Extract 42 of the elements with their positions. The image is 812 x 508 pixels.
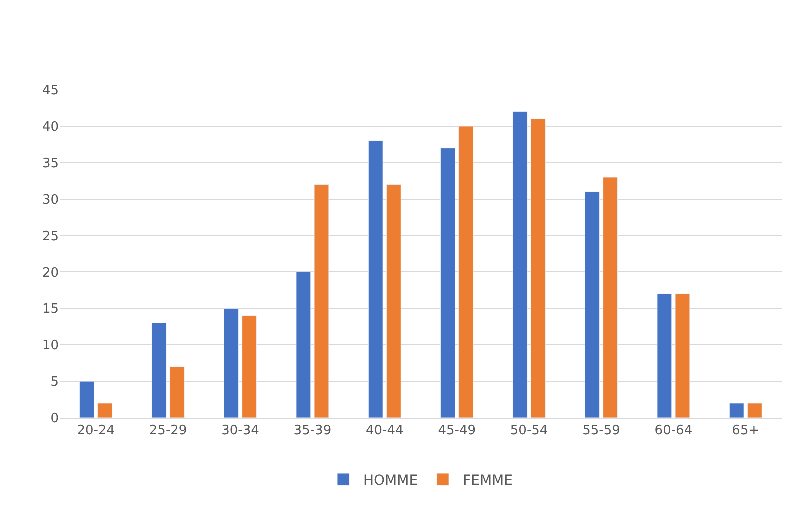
bar [675, 294, 690, 418]
bar [585, 192, 600, 418]
y-tick-label: 30 [42, 192, 59, 208]
bar [603, 177, 618, 418]
bar [386, 184, 402, 418]
legend-label: FEMME [463, 472, 513, 489]
x-tick-label: 50-54 [510, 424, 548, 439]
bar [368, 140, 384, 418]
x-tick-label: 30-34 [222, 424, 260, 439]
x-tick-label: 65+ [732, 424, 760, 439]
bar [729, 403, 744, 418]
bar [747, 403, 762, 418]
legend-label: HOMME [364, 472, 418, 489]
y-tick-label: 15 [42, 302, 59, 318]
y-tick-label: 10 [42, 338, 59, 354]
bar [530, 118, 546, 418]
bar [296, 272, 312, 418]
bar [224, 308, 239, 418]
bar [242, 316, 257, 418]
bar [170, 366, 185, 418]
x-tick-label: 40-44 [366, 424, 404, 439]
bar [80, 381, 95, 418]
y-tick-label: 5 [50, 375, 59, 390]
x-tick-label: 45-49 [438, 424, 476, 439]
bar [314, 184, 330, 418]
y-tick-label: 20 [42, 266, 59, 281]
y-tick-label: 0 [50, 412, 59, 427]
bar [440, 148, 456, 418]
y-tick-label: 40 [42, 120, 59, 135]
x-tick-label: 35-39 [294, 424, 332, 439]
bar [98, 403, 113, 418]
y-tick-label: 45 [42, 84, 59, 99]
y-tick-label: 35 [42, 156, 59, 172]
x-tick-label: 55-59 [582, 424, 620, 439]
bar [152, 322, 167, 418]
bar [458, 126, 474, 418]
bar [657, 294, 672, 418]
x-tick-label: 20-24 [77, 424, 115, 439]
x-tick-label: 25-29 [149, 424, 188, 439]
bar [512, 112, 528, 418]
x-tick-label: 60-64 [654, 424, 693, 439]
y-tick-label: 25 [42, 229, 59, 244]
